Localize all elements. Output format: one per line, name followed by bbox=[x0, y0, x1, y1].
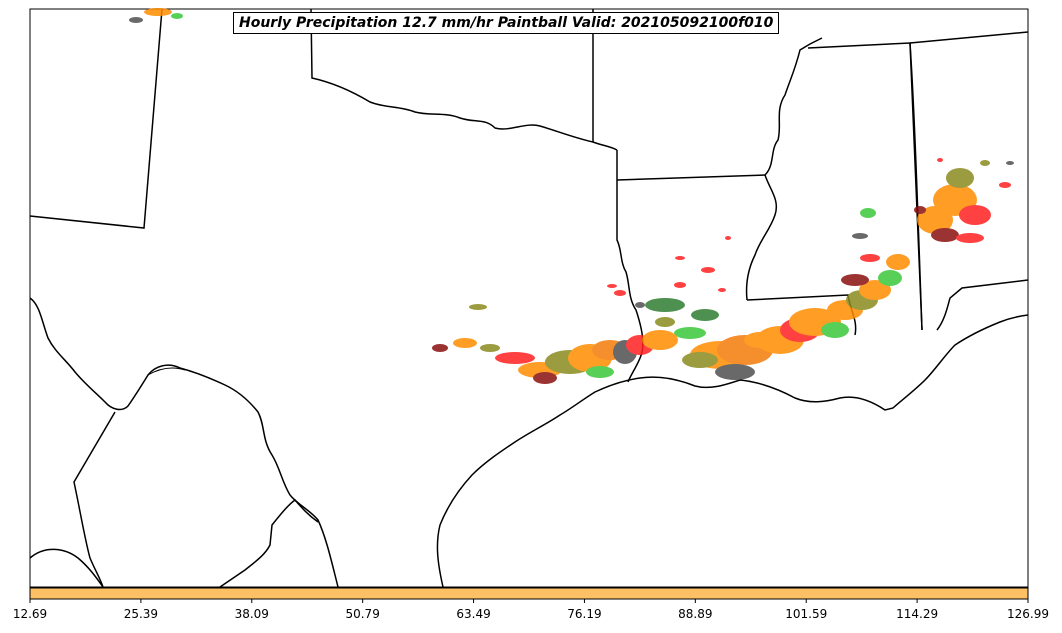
blob bbox=[841, 274, 869, 286]
blob bbox=[852, 233, 868, 239]
blob bbox=[860, 254, 880, 262]
border-mx-2 bbox=[29, 548, 104, 588]
blob bbox=[859, 280, 891, 300]
blob bbox=[999, 182, 1011, 188]
blob bbox=[469, 304, 487, 310]
border-mx-1 bbox=[73, 411, 116, 588]
state-borders bbox=[29, 8, 1029, 588]
blob bbox=[432, 344, 448, 352]
blob bbox=[691, 309, 719, 321]
colorbar-ticks bbox=[29, 599, 1029, 603]
map-title: Hourly Precipitation 12.7 mm/hr Paintbal… bbox=[233, 12, 780, 34]
blob bbox=[655, 317, 675, 327]
river-detail bbox=[147, 367, 186, 376]
border-ar-ms bbox=[764, 37, 823, 176]
blob bbox=[453, 338, 477, 348]
blob bbox=[1006, 161, 1014, 165]
border-ok-tx bbox=[310, 8, 618, 151]
blob bbox=[635, 302, 645, 308]
colorbar-tick-label: 12.69 bbox=[12, 607, 48, 621]
border-tx-mexico bbox=[29, 297, 339, 588]
blob bbox=[878, 270, 902, 286]
colorbar-tick-label: 50.79 bbox=[345, 607, 380, 621]
blob bbox=[821, 322, 849, 338]
colorbar-tick-label: 126.99 bbox=[1007, 607, 1049, 621]
blob bbox=[171, 13, 183, 19]
blob bbox=[675, 256, 685, 260]
colorbar-tick-label: 76.19 bbox=[567, 607, 602, 621]
blob bbox=[956, 233, 984, 243]
border-la-ms bbox=[745, 174, 777, 301]
blob bbox=[718, 288, 726, 292]
blob bbox=[533, 372, 557, 384]
blob bbox=[725, 236, 731, 240]
colorbar-tick-label: 25.39 bbox=[123, 607, 159, 621]
blob bbox=[931, 228, 959, 242]
blob bbox=[914, 206, 926, 214]
blob bbox=[946, 168, 974, 188]
blob bbox=[682, 352, 718, 368]
gulf-coastline bbox=[436, 314, 1029, 588]
blob bbox=[980, 160, 990, 166]
border-ar-la bbox=[616, 174, 766, 181]
blob bbox=[959, 205, 991, 225]
border-mx-3 bbox=[219, 498, 319, 588]
border-tx-la bbox=[616, 150, 644, 383]
colorbar-tick-label: 114.29 bbox=[896, 607, 939, 621]
blob bbox=[480, 344, 500, 352]
border-al-ga bbox=[909, 42, 923, 331]
blob bbox=[586, 366, 614, 378]
colorbar-tick-label: 38.09 bbox=[234, 607, 269, 621]
blob bbox=[715, 364, 755, 380]
blob bbox=[701, 267, 715, 273]
blob bbox=[645, 298, 685, 312]
blob bbox=[614, 290, 626, 296]
colorbar-tick-label: 101.59 bbox=[785, 607, 828, 621]
precip-blobs bbox=[129, 8, 1014, 384]
blob bbox=[886, 254, 910, 270]
blob bbox=[674, 282, 686, 288]
blob bbox=[495, 352, 535, 364]
blob bbox=[860, 208, 876, 218]
blob bbox=[674, 327, 706, 339]
border-tn-al bbox=[909, 31, 1029, 44]
blob bbox=[129, 17, 143, 23]
blob bbox=[607, 284, 617, 288]
colorbar bbox=[29, 587, 1029, 600]
border-fl bbox=[936, 279, 1029, 331]
blob bbox=[642, 330, 678, 350]
colorbar-tick-label: 88.89 bbox=[678, 607, 713, 621]
border-nm-co bbox=[29, 8, 163, 229]
blob bbox=[937, 158, 943, 162]
blob bbox=[144, 8, 172, 16]
colorbar-tick-label: 63.49 bbox=[456, 607, 491, 621]
